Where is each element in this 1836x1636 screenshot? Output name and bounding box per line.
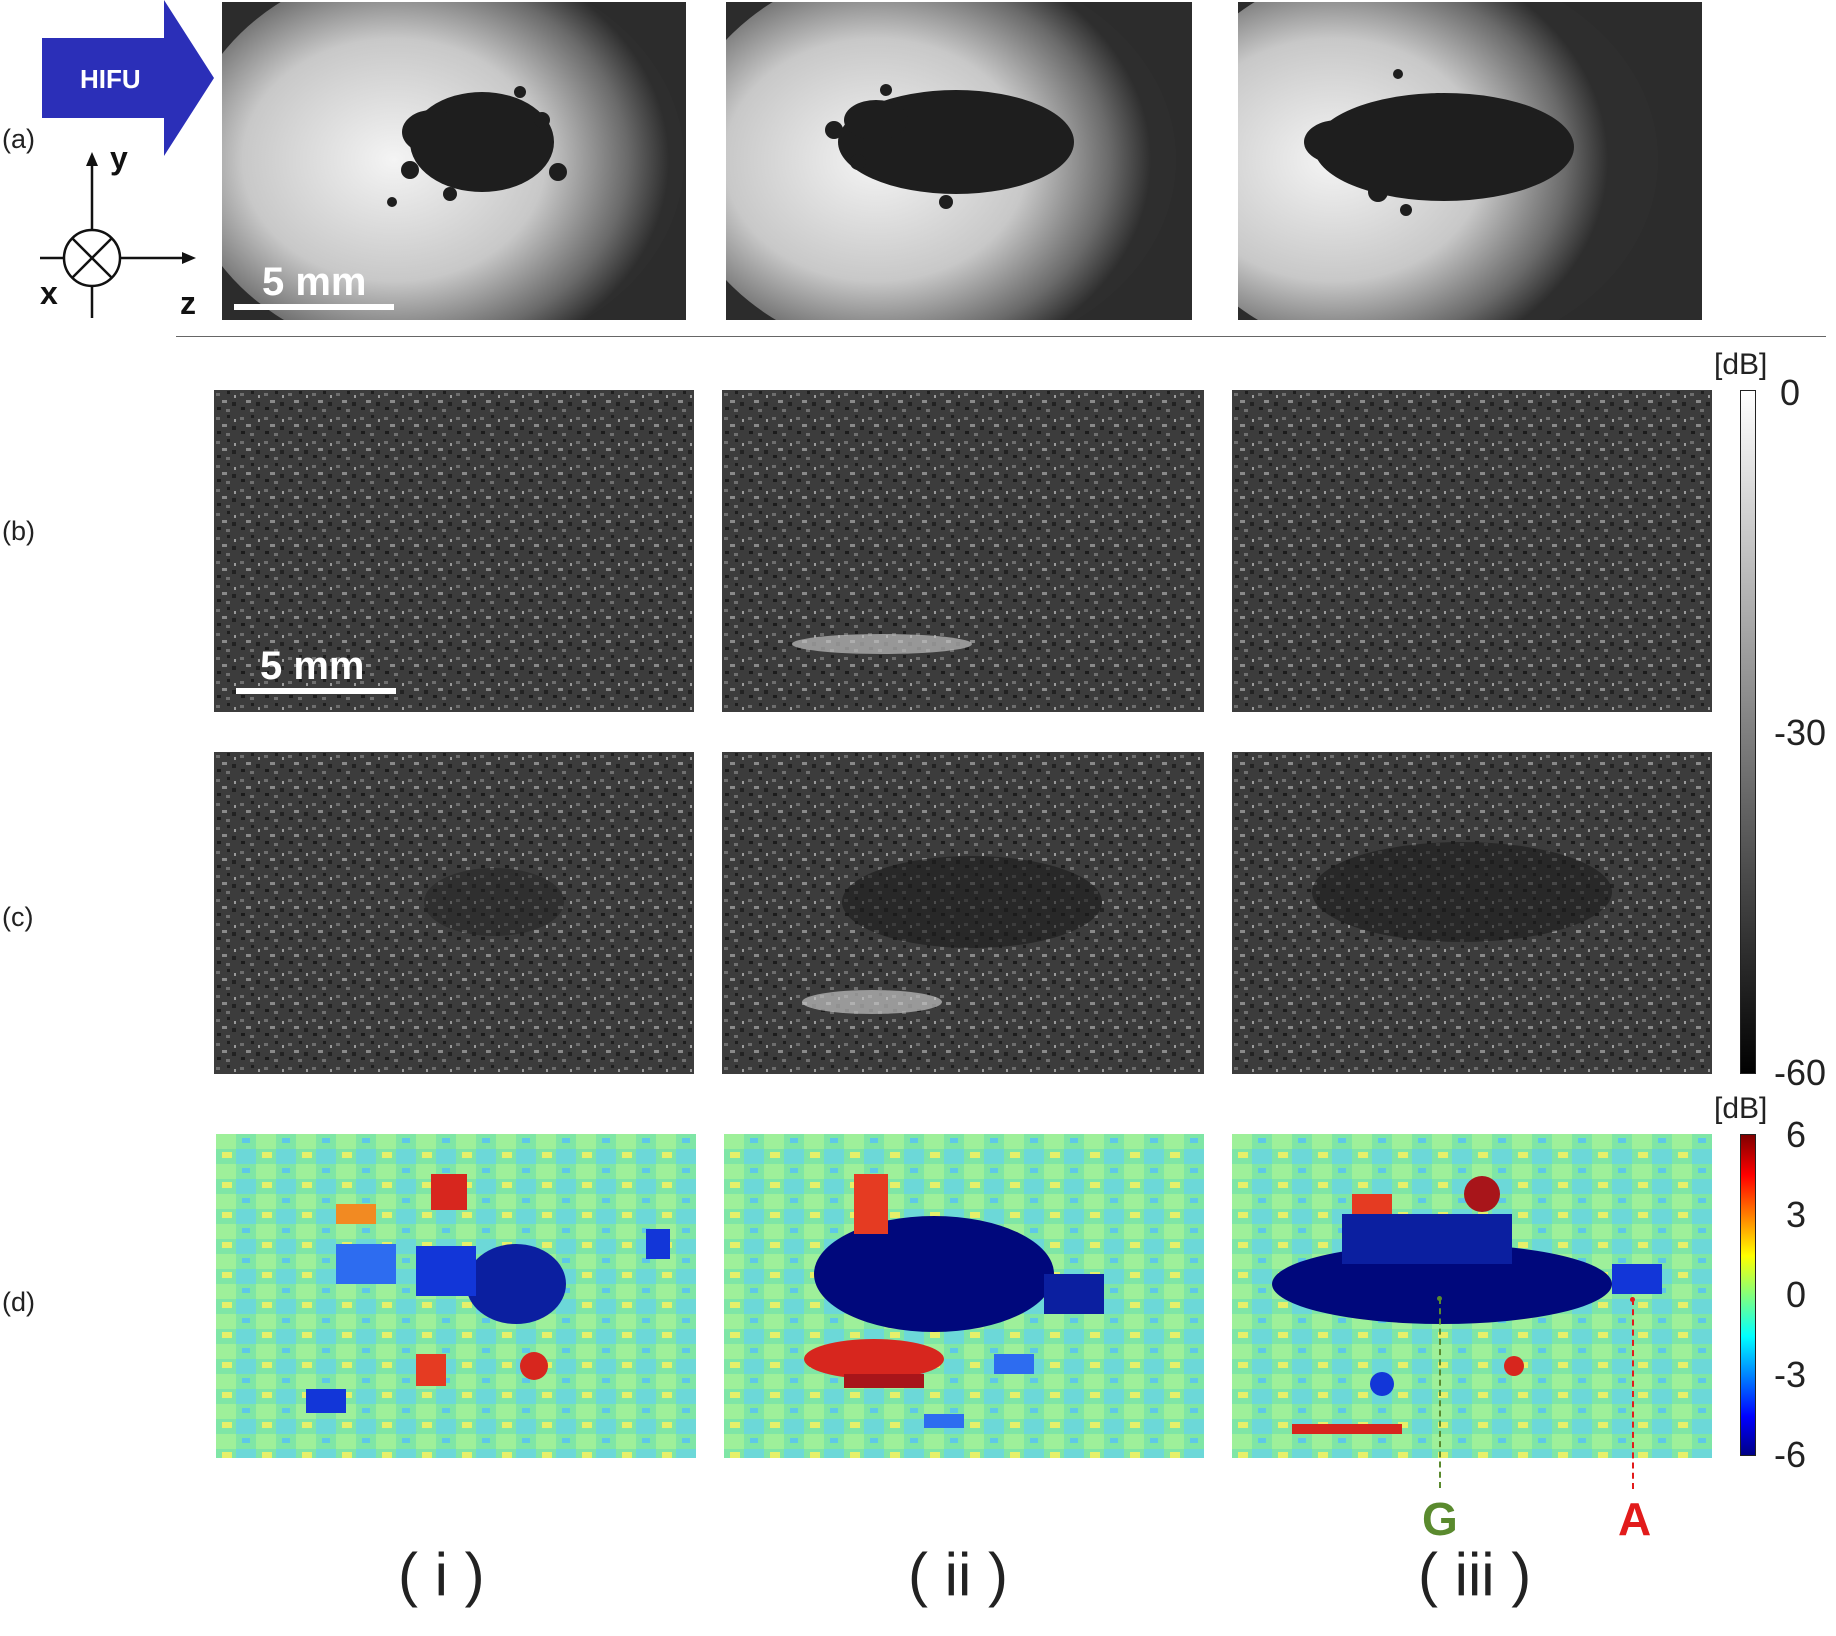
diff-colorbar-tick-4: -6 [1774,1434,1807,1475]
row-label-b: (b) [2,516,35,546]
coordinate-axes-icon [40,152,196,318]
scale-bar-a [234,304,394,310]
diff-colorbar-tick-3: -3 [1774,1354,1807,1395]
scale-bar-b [236,688,396,694]
hifu-arrow-icon [42,0,214,156]
bmode-post-panel-iii [1232,752,1712,1074]
photo-panel-ii [726,2,1192,320]
bmode-colorbar-tick-2: -60 [1774,1052,1827,1093]
column-label-ii: ( ii ) [908,1541,1008,1608]
photo-panel-i: 5 mm [222,2,686,320]
bmode-colorbar [1740,390,1756,1074]
diff-colorbar-tick-1: 3 [1786,1194,1807,1235]
bmode-colorbar-tick-0: 0 [1780,372,1801,413]
column-label-i: ( i ) [398,1541,485,1608]
x-axis-label: x [40,275,58,311]
z-axis-label: z [180,285,196,321]
column-label-iii: ( iii ) [1418,1541,1532,1608]
bmode-pre-panel-iii [1232,390,1712,712]
marker-a-line [1632,1299,1634,1489]
diff-map-panel-iii [1232,1134,1712,1458]
coordinate-axes: y x z [38,140,208,321]
scale-bar-label-a: 5 mm [262,260,367,304]
y-axis-label: y [110,140,128,176]
diff-colorbar [1740,1134,1756,1456]
diff-map-panel-ii [724,1134,1204,1458]
bmode-pre-panel-ii [722,390,1204,712]
hifu-label: HIFU [80,64,141,94]
diff-map-panel-i [216,1134,696,1458]
diff-colorbar-tick-0: 6 [1786,1114,1807,1155]
row-label-c: (c) [2,902,34,932]
bmode-post-panel-ii [722,752,1204,1074]
bmode-colorbar-tick-1: -30 [1774,712,1827,753]
hifu-arrow: HIFU [42,0,214,156]
diff-colorbar-tick-2: 0 [1786,1274,1807,1315]
bmode-post-panel-i [214,752,694,1074]
row-label-a: (a) [2,124,35,154]
row-label-d: (d) [2,1287,35,1317]
marker-a-label: A [1618,1493,1652,1545]
marker-g-label: G [1422,1493,1458,1545]
photo-panel-iii [1238,2,1702,320]
scale-bar-label-b: 5 mm [260,644,365,688]
bmode-colorbar-unit: [dB] [1714,348,1768,381]
bmode-pre-panel-i: 5 mm [214,390,694,712]
marker-g-line [1439,1298,1441,1488]
divider [176,336,1826,337]
diff-colorbar-unit: [dB] [1714,1092,1768,1125]
